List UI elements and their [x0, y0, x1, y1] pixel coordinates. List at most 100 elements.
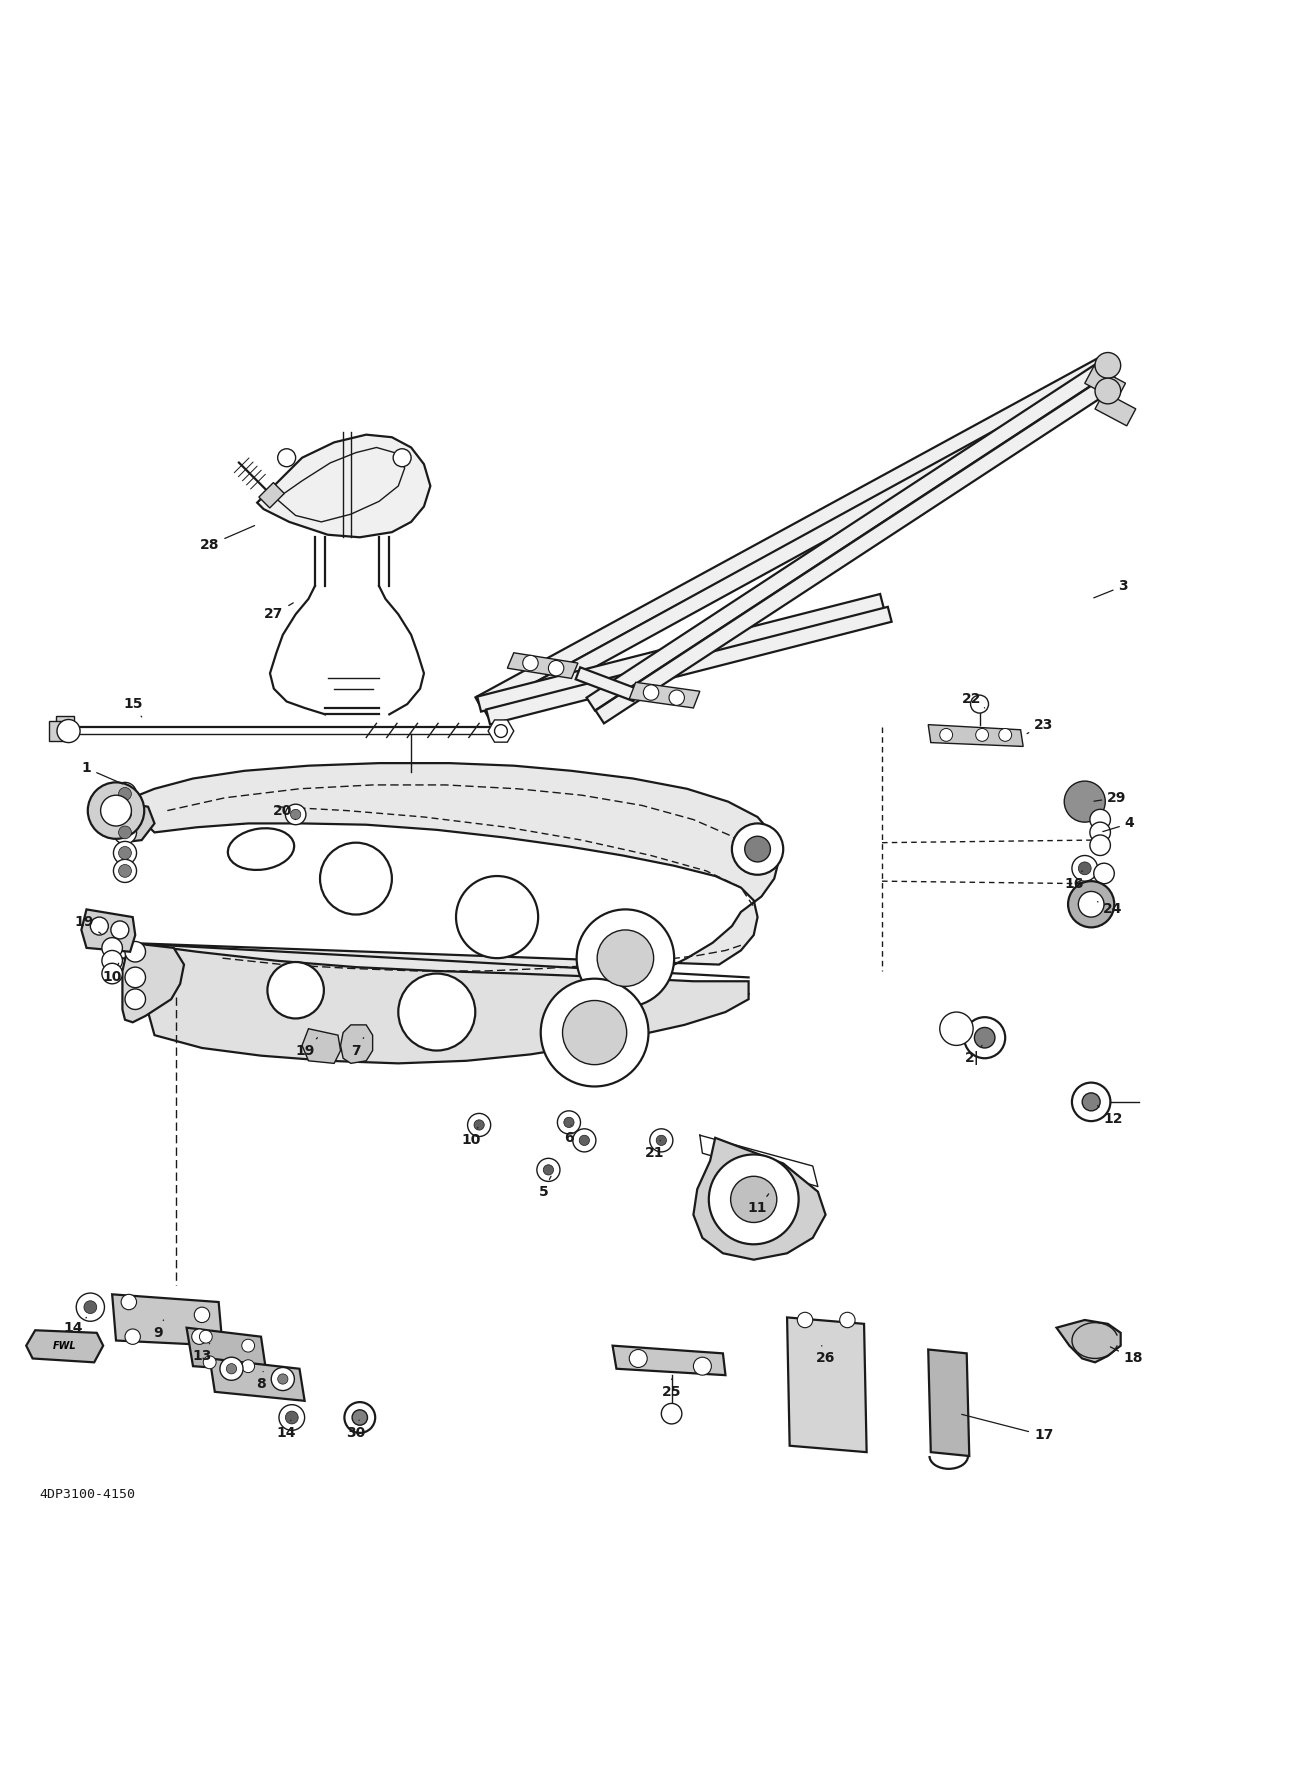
Circle shape [661, 1404, 682, 1423]
Circle shape [278, 1373, 288, 1384]
Text: 29: 29 [1093, 790, 1127, 805]
Polygon shape [109, 801, 154, 842]
Circle shape [558, 1110, 581, 1134]
Polygon shape [486, 606, 891, 724]
Circle shape [285, 805, 306, 824]
Circle shape [708, 1155, 799, 1244]
Circle shape [839, 1312, 855, 1328]
Circle shape [1065, 781, 1105, 822]
Polygon shape [595, 374, 1117, 724]
Text: 21: 21 [645, 1141, 664, 1160]
Text: 25: 25 [661, 1379, 681, 1398]
Circle shape [91, 917, 109, 935]
Circle shape [88, 783, 144, 839]
Circle shape [730, 1177, 777, 1223]
Circle shape [351, 1409, 367, 1425]
Polygon shape [576, 667, 638, 701]
Polygon shape [1057, 1320, 1121, 1362]
Text: 22: 22 [962, 692, 984, 708]
Circle shape [744, 837, 770, 862]
Circle shape [102, 951, 122, 971]
Polygon shape [210, 1359, 305, 1400]
Circle shape [57, 719, 80, 742]
Circle shape [267, 962, 324, 1019]
Text: 13: 13 [192, 1343, 211, 1362]
Circle shape [398, 973, 475, 1051]
Text: FWL: FWL [53, 1341, 77, 1350]
Circle shape [195, 1307, 210, 1323]
Polygon shape [507, 653, 578, 678]
Circle shape [564, 1118, 575, 1128]
Circle shape [457, 876, 538, 958]
Text: 26: 26 [816, 1346, 835, 1366]
Circle shape [537, 1159, 560, 1182]
Circle shape [118, 864, 131, 878]
Circle shape [940, 1012, 973, 1046]
Circle shape [494, 724, 507, 737]
Text: 8: 8 [256, 1371, 266, 1391]
Circle shape [125, 967, 145, 987]
Circle shape [970, 696, 988, 713]
Circle shape [541, 978, 648, 1087]
Circle shape [1089, 822, 1110, 842]
Polygon shape [259, 483, 284, 508]
Text: 16: 16 [1065, 871, 1084, 890]
Polygon shape [929, 724, 1023, 746]
Circle shape [473, 1119, 484, 1130]
Text: 9: 9 [153, 1320, 163, 1339]
Polygon shape [302, 1028, 341, 1064]
Circle shape [629, 1350, 647, 1368]
Circle shape [285, 1411, 298, 1423]
Text: 27: 27 [265, 603, 293, 620]
Text: 15: 15 [123, 697, 143, 717]
Text: 11: 11 [748, 1194, 769, 1216]
Circle shape [798, 1312, 813, 1328]
Circle shape [1082, 1092, 1100, 1110]
Circle shape [118, 846, 131, 860]
Text: 19: 19 [294, 1037, 318, 1057]
Circle shape [101, 796, 131, 826]
Circle shape [543, 1164, 554, 1175]
Circle shape [597, 930, 654, 987]
Circle shape [549, 660, 564, 676]
Polygon shape [49, 721, 65, 742]
Polygon shape [122, 763, 779, 1003]
Circle shape [974, 1028, 995, 1048]
Text: 14: 14 [64, 1318, 87, 1334]
Circle shape [77, 1293, 105, 1321]
Polygon shape [629, 683, 700, 708]
Bar [56, 715, 74, 738]
Circle shape [118, 808, 131, 821]
Text: 17: 17 [961, 1414, 1053, 1443]
Circle shape [113, 803, 136, 826]
Circle shape [279, 1405, 305, 1430]
Circle shape [192, 1328, 208, 1345]
Circle shape [345, 1402, 375, 1432]
Text: 19: 19 [74, 915, 101, 933]
Circle shape [732, 824, 783, 874]
Text: 20: 20 [274, 803, 296, 819]
Circle shape [84, 1300, 97, 1314]
Circle shape [102, 964, 122, 983]
Circle shape [200, 1330, 213, 1343]
Circle shape [964, 1017, 1005, 1058]
Circle shape [113, 783, 136, 805]
Polygon shape [694, 1137, 826, 1261]
Circle shape [125, 989, 145, 1010]
Text: 10: 10 [102, 964, 122, 985]
Text: 23: 23 [1027, 717, 1053, 733]
Circle shape [118, 826, 131, 839]
Circle shape [468, 1114, 490, 1137]
Circle shape [291, 810, 301, 819]
Circle shape [113, 821, 136, 844]
Polygon shape [187, 1328, 266, 1371]
Polygon shape [128, 942, 748, 1064]
Polygon shape [787, 1318, 866, 1452]
Text: 7: 7 [351, 1037, 363, 1057]
Text: 24: 24 [1097, 901, 1123, 917]
Circle shape [1067, 881, 1114, 928]
Text: 10: 10 [462, 1128, 481, 1148]
Circle shape [1095, 352, 1121, 379]
Circle shape [110, 921, 128, 939]
Text: 4DP3100-4150: 4DP3100-4150 [39, 1488, 135, 1500]
